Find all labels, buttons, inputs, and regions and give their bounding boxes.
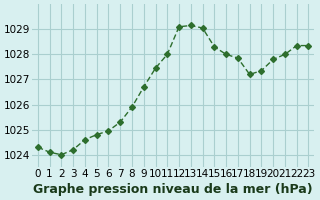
X-axis label: Graphe pression niveau de la mer (hPa): Graphe pression niveau de la mer (hPa): [33, 183, 313, 196]
